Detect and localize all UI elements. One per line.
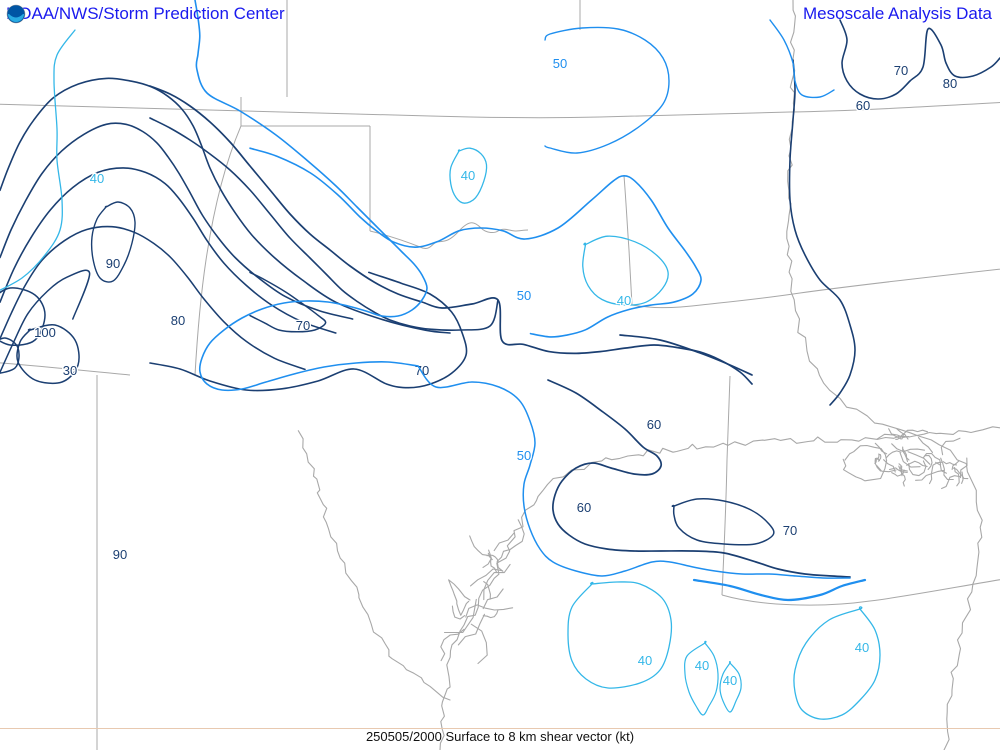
svg-text:40: 40 — [695, 658, 709, 673]
svg-text:60: 60 — [577, 500, 591, 515]
svg-text:40: 40 — [638, 653, 652, 668]
svg-text:50: 50 — [553, 56, 567, 71]
svg-text:30: 30 — [63, 363, 77, 378]
svg-text:70: 70 — [783, 523, 797, 538]
svg-text:60: 60 — [647, 417, 661, 432]
svg-text:40: 40 — [617, 293, 631, 308]
svg-text:90: 90 — [113, 547, 127, 562]
svg-text:80: 80 — [171, 313, 185, 328]
svg-text:80: 80 — [943, 76, 957, 91]
svg-text:50: 50 — [517, 448, 531, 463]
svg-text:100: 100 — [34, 325, 56, 340]
svg-text:40: 40 — [90, 171, 104, 186]
svg-text:50: 50 — [517, 288, 531, 303]
svg-text:90: 90 — [106, 256, 120, 271]
svg-text:40: 40 — [723, 673, 737, 688]
svg-text:60: 60 — [856, 98, 870, 113]
svg-text:40: 40 — [855, 640, 869, 655]
svg-text:70: 70 — [894, 63, 908, 78]
svg-text:40: 40 — [461, 168, 475, 183]
